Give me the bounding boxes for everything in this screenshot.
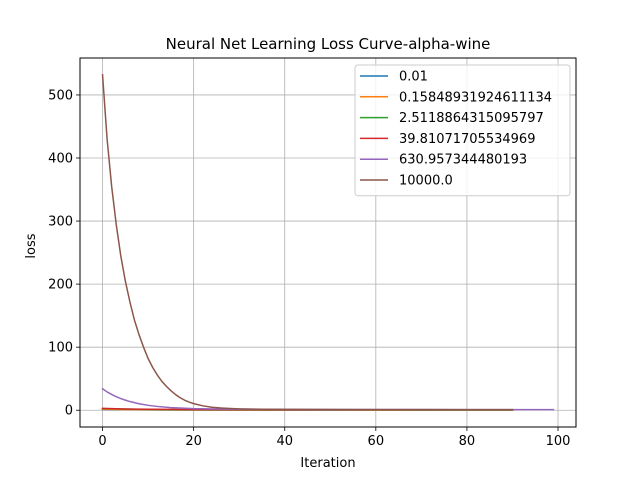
legend: 0.01 0.15848931924611134 2.511886431509579… — [354, 64, 571, 197]
y-tick-label: 300 — [48, 215, 73, 230]
y-axis-title: loss — [24, 233, 39, 258]
y-tick-label: 200 — [48, 278, 73, 293]
x-tick-label: 60 — [368, 434, 385, 449]
legend-label-6: 10000.0 — [399, 174, 453, 189]
plot-frame — [79, 57, 577, 428]
axis-ticks: 0 20 40 60 80 100 0 100 200 300 400 500 — [48, 88, 570, 449]
legend-label-4: 39.81071705534969 — [399, 132, 535, 147]
x-axis-title: Iteration — [300, 456, 355, 471]
legend-box — [354, 64, 571, 197]
x-tick-label: 0 — [98, 434, 106, 449]
y-tick-label: 0 — [65, 404, 73, 419]
legend-label-5: 630.957344480193 — [399, 153, 527, 168]
x-tick-label: 100 — [546, 434, 571, 449]
y-tick-label: 500 — [48, 88, 73, 103]
y-tick-label: 100 — [48, 341, 73, 356]
x-tick-label: 80 — [459, 434, 476, 449]
legend-label-2: 0.15848931924611134 — [399, 90, 552, 105]
y-tick-label: 400 — [48, 152, 73, 167]
series-lines — [101, 73, 555, 411]
legend-label-3: 2.5118864315095797 — [399, 111, 544, 126]
x-tick-label: 40 — [276, 434, 293, 449]
series-line-6 — [101, 73, 514, 411]
x-tick-label: 20 — [185, 434, 202, 449]
legend-label-1: 0.01 — [399, 70, 428, 85]
chart-title: Neural Net Learning Loss Curve-alpha-win… — [166, 35, 491, 53]
